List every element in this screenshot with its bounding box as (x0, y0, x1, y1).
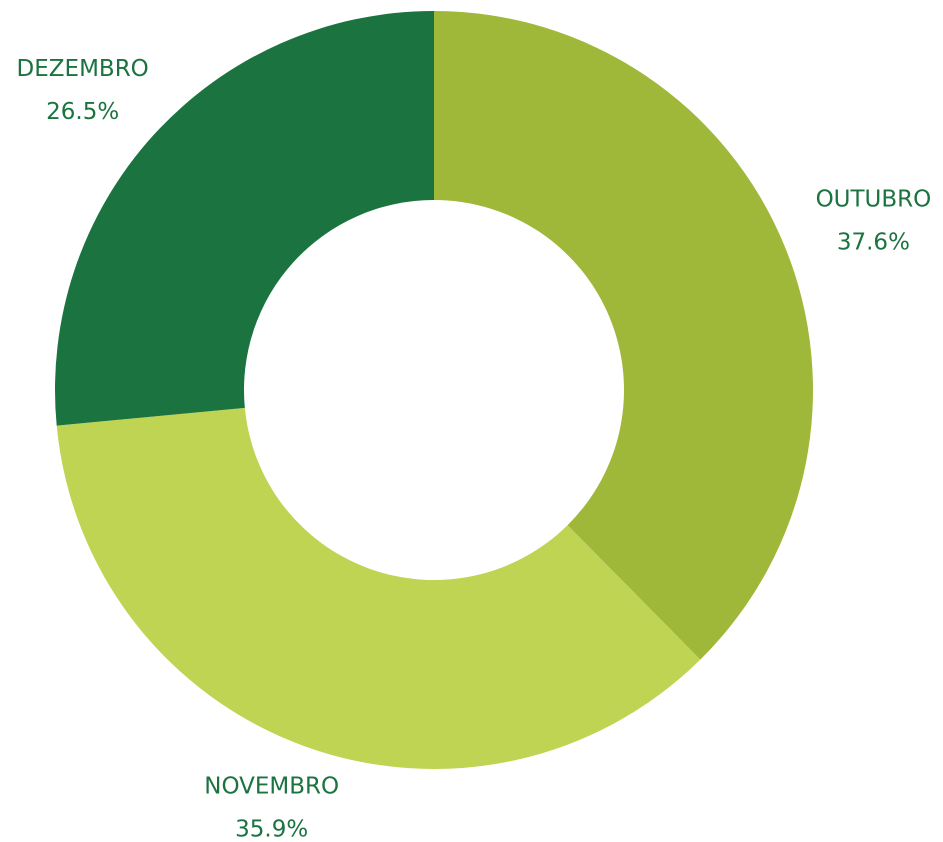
slice-value-label: 35.9% (235, 817, 308, 842)
slice-value-label: 26.5% (46, 99, 119, 125)
slice-label: OUTUBRO (816, 186, 932, 212)
donut-slice (434, 11, 814, 660)
slice-label: NOVEMBRO (204, 774, 339, 800)
donut-slice (56, 407, 701, 769)
donut-slice (54, 11, 434, 426)
slice-value-label: 37.6% (837, 229, 910, 255)
slice-label: DEZEMBRO (17, 56, 149, 82)
